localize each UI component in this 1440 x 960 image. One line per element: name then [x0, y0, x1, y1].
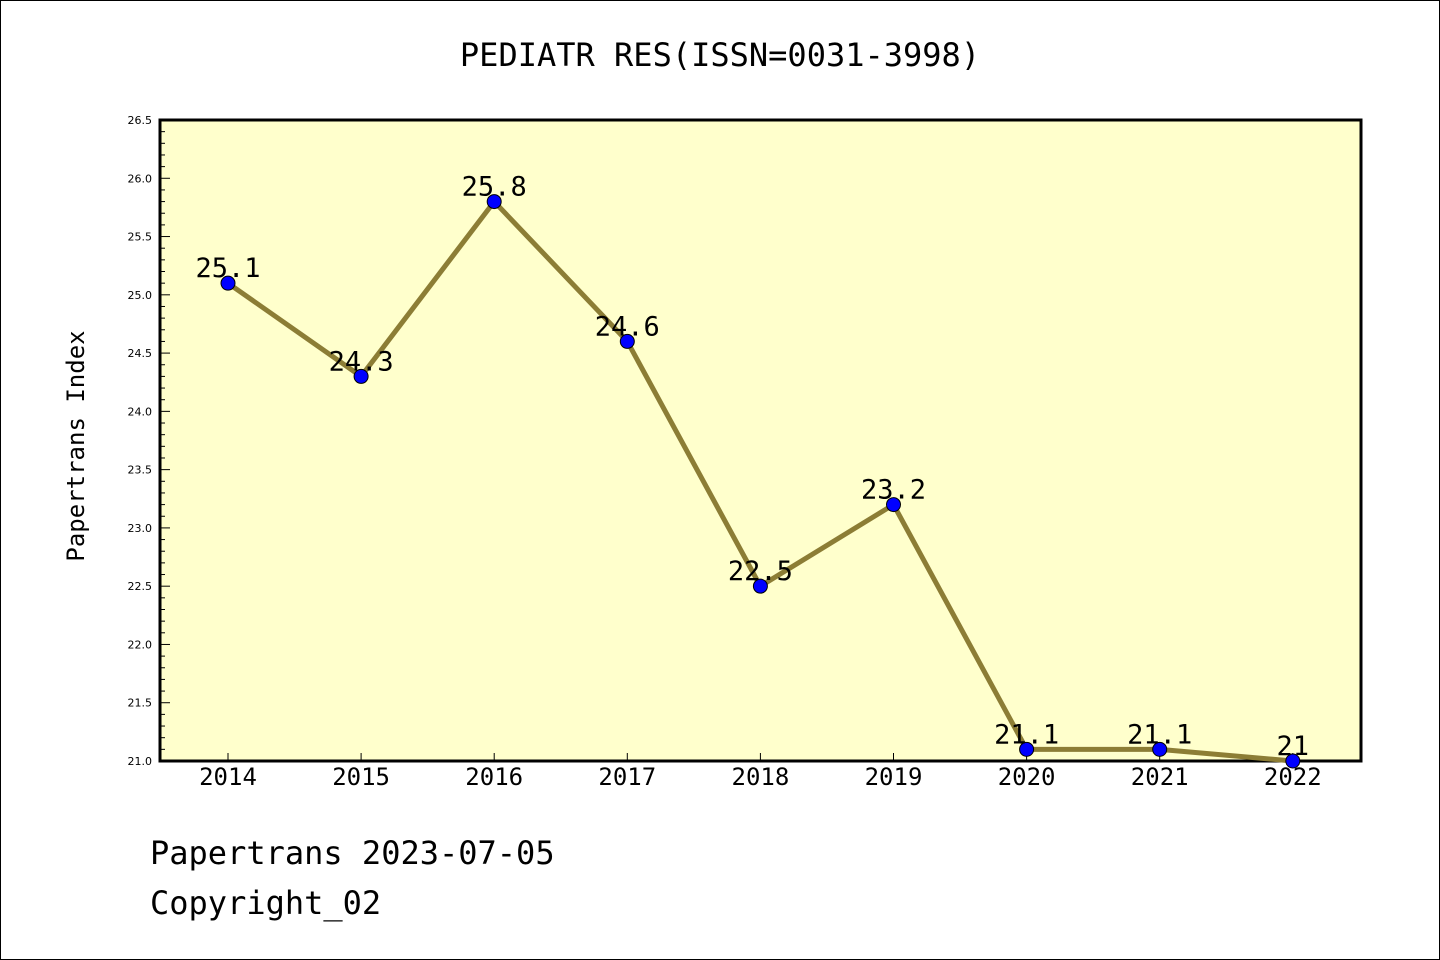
data-label: 21.1	[994, 719, 1059, 750]
data-labels: 25.1 24.3 25.8 24.6 22.5 23.2 21.1 21.1 21	[195, 172, 1309, 762]
data-point	[353, 368, 369, 384]
y-tick-label: 23.0	[128, 522, 153, 535]
x-tick-label: 2019	[865, 763, 923, 791]
x-tick-label: 2015	[332, 763, 390, 791]
data-label: 21.1	[1127, 719, 1192, 750]
data-point	[486, 194, 502, 210]
x-tick-label: 2021	[1131, 763, 1189, 791]
data-point	[1285, 753, 1301, 769]
data-point	[1019, 741, 1035, 757]
footer-date: Papertrans 2023-07-05	[150, 834, 555, 872]
data-label: 25.8	[462, 172, 527, 203]
y-axis: 21.0 21.5 22.0 22.5 23.0 23.5 24.0 24.5 25.0 25.5…	[128, 114, 170, 768]
data-label: 23.2	[861, 475, 926, 506]
y-tick-label: 22.0	[128, 638, 153, 651]
chart-title: PEDIATR RES(ISSN=0031-3998)	[459, 36, 981, 74]
data-label: 25.1	[195, 253, 260, 284]
y-tick-label: 21.5	[128, 697, 153, 710]
y-tick-label: 26.5	[128, 114, 153, 127]
x-tick-label: 2017	[598, 763, 656, 791]
data-label: 24.6	[595, 311, 660, 342]
x-tick-label: 2020	[998, 763, 1056, 791]
data-point	[886, 497, 901, 513]
x-tick-label: 2014	[199, 763, 257, 791]
x-tick-label: 2016	[465, 763, 523, 791]
y-tick-label: 21.0	[128, 755, 153, 768]
data-points	[220, 194, 1301, 769]
data-label: 24.3	[329, 346, 394, 377]
data-point	[619, 333, 635, 349]
y-tick-label: 23.5	[128, 464, 153, 477]
y-tick-label: 25.5	[128, 231, 153, 244]
x-tick-label: 2018	[732, 763, 790, 791]
data-label: 21	[1277, 731, 1310, 762]
plot-area	[158, 118, 1363, 763]
y-tick-label: 24.5	[128, 347, 153, 360]
footer-copyright: Copyright_02	[150, 884, 382, 922]
y-tick-label: 22.5	[128, 580, 153, 593]
data-point	[220, 275, 236, 291]
y-tick-label: 24.0	[128, 405, 153, 418]
x-axis: 2014 2015 2016 2017 2018 2019 2020 2021 2022	[199, 753, 1322, 791]
y-tick-label: 26.0	[128, 172, 153, 185]
data-point	[1152, 741, 1168, 757]
data-label: 22.5	[728, 556, 793, 587]
data-point	[752, 578, 768, 594]
y-tick-label: 25.0	[128, 289, 153, 302]
